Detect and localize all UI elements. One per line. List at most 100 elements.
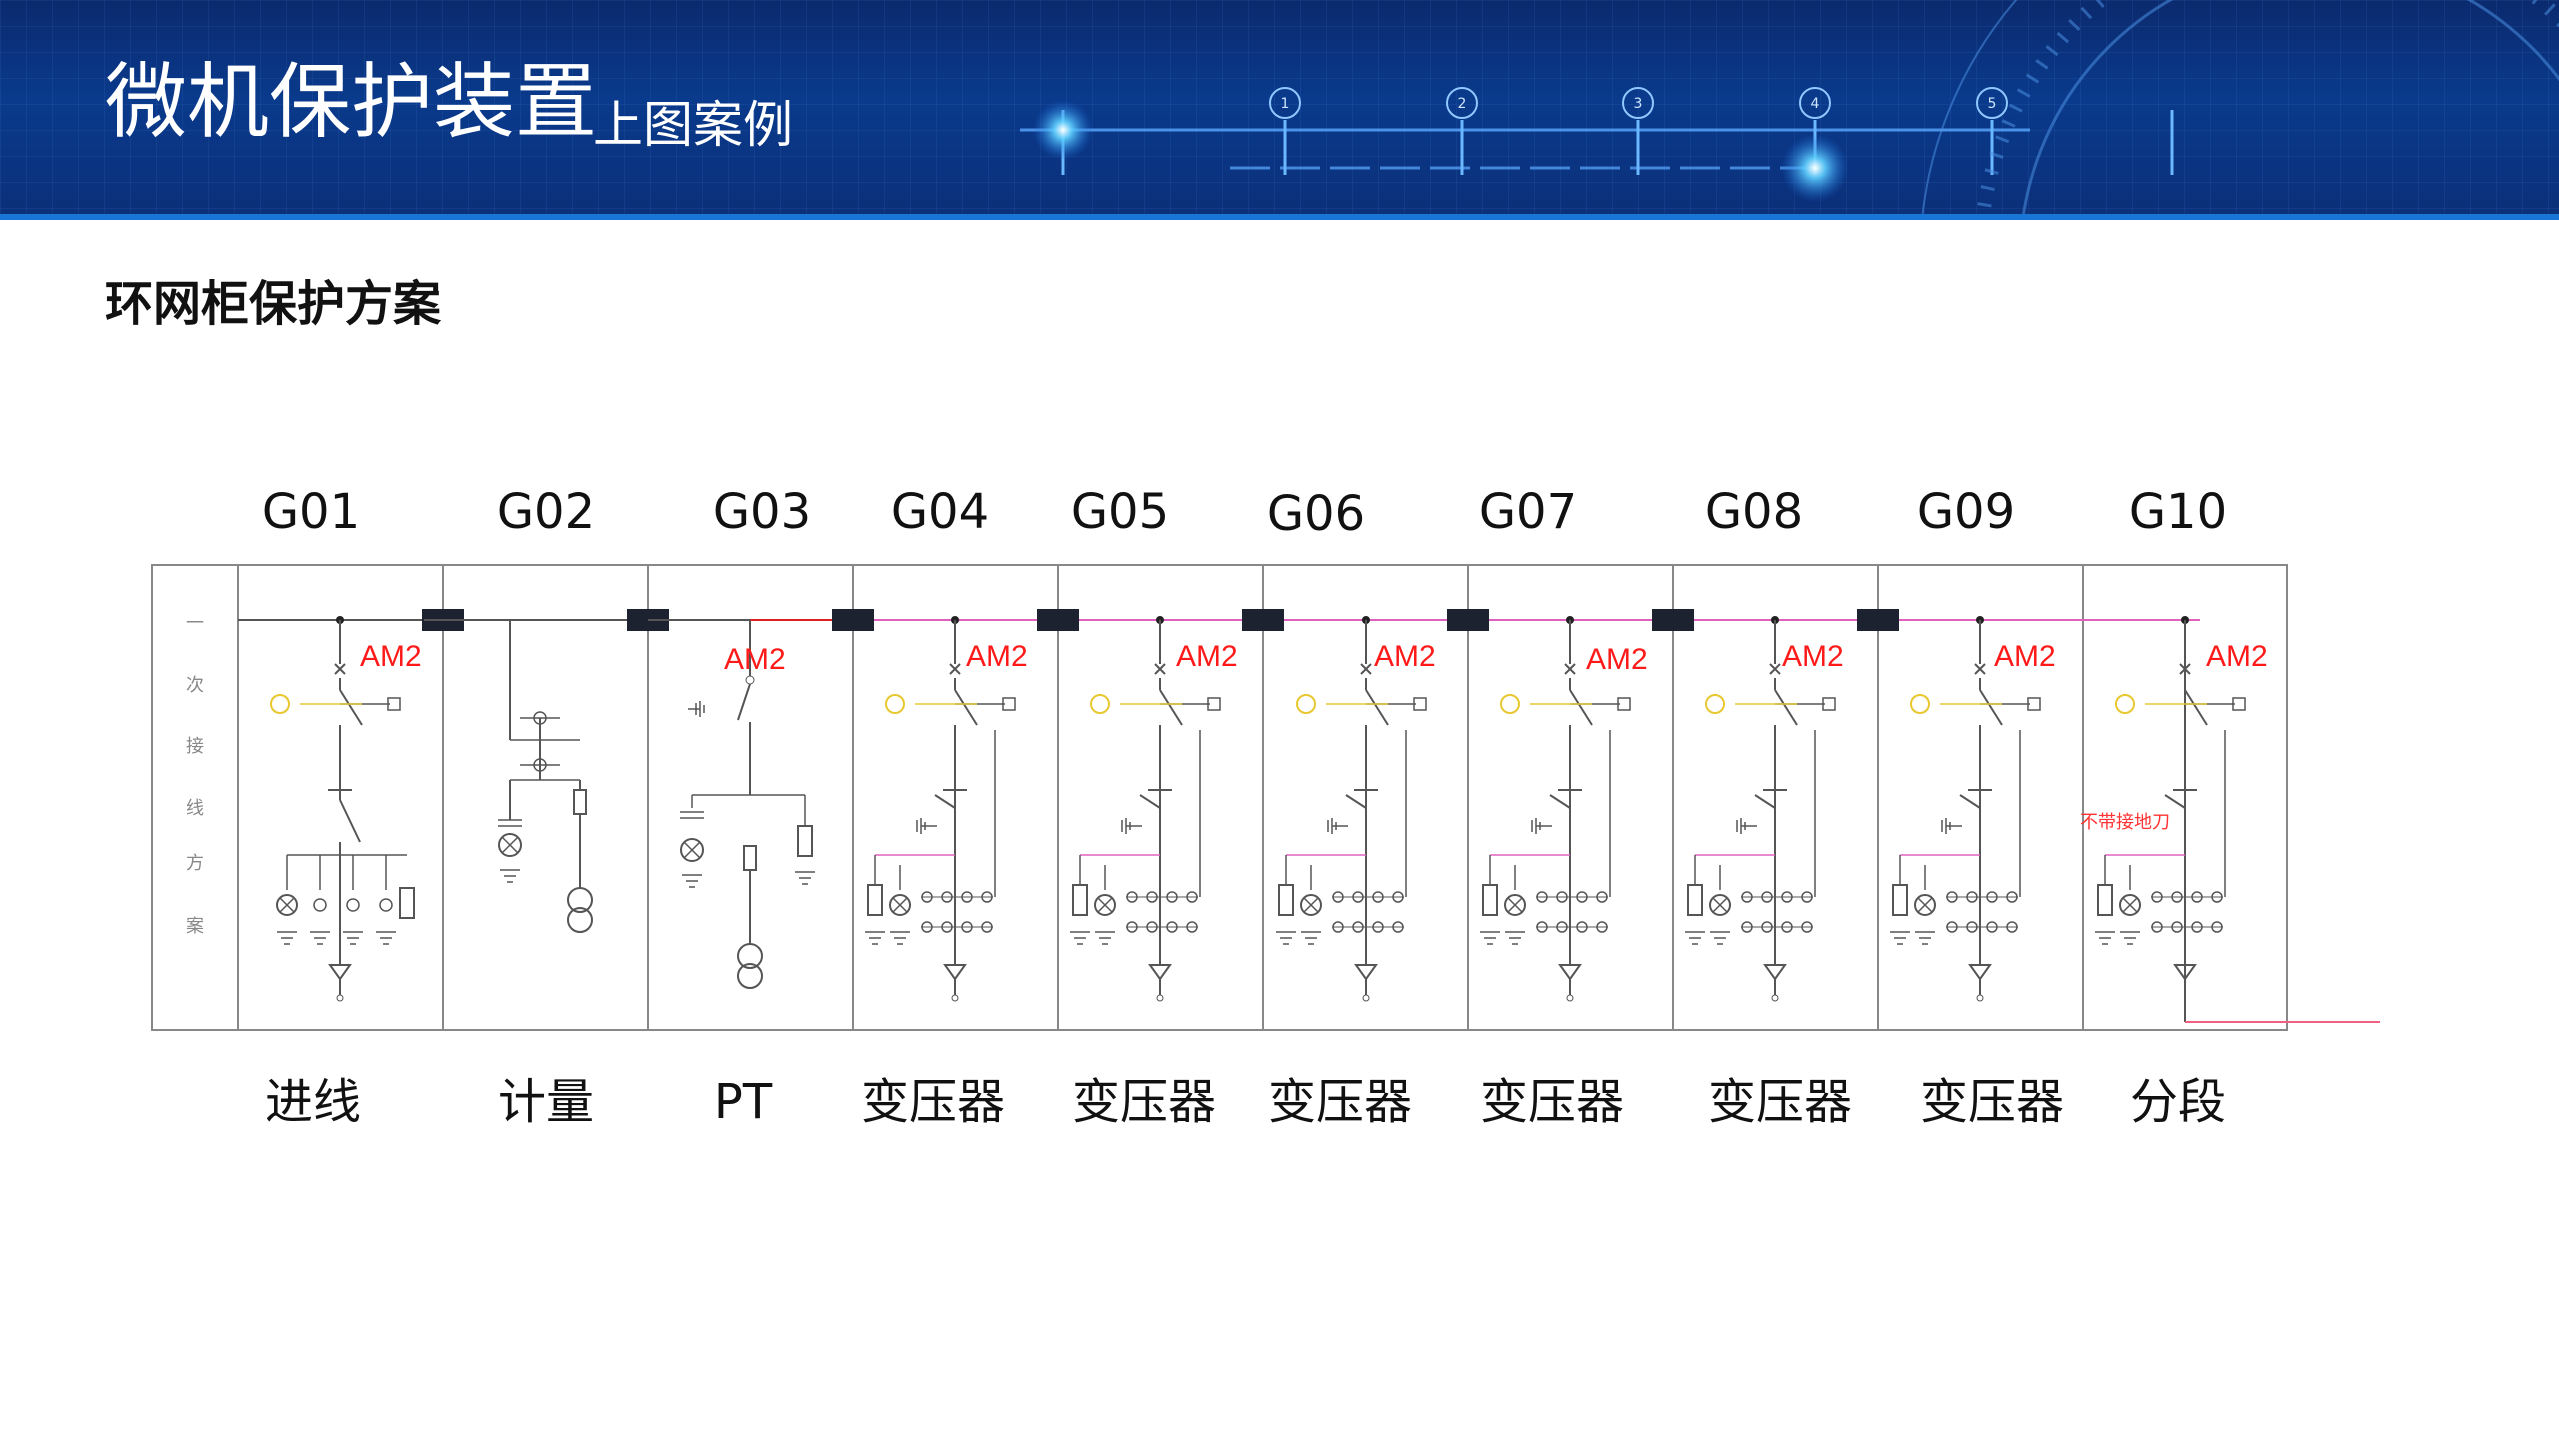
busbar <box>238 609 2380 1023</box>
lamp-icon <box>1300 894 1322 916</box>
lamp-icon <box>2119 894 2141 916</box>
cabinet-code: G03 <box>712 484 812 540</box>
lamp-icon <box>683 841 701 859</box>
cabinet-name: 变压器 <box>1479 1074 1625 1130</box>
fuse-icon <box>743 845 757 871</box>
disconnector-icon <box>1564 663 1576 675</box>
ground-icon <box>1915 931 1935 945</box>
feeder-schematic-3 <box>1070 616 1221 1002</box>
cable-end-icon <box>328 964 352 981</box>
earth-switch-icon <box>1531 818 1552 834</box>
fuse-switch-blade-icon <box>2164 794 2186 809</box>
fuse-switch-blade-icon <box>1754 794 1776 809</box>
page-title: 微机保护装置 <box>105 55 598 150</box>
glow-dot-icon <box>1781 134 1849 202</box>
cabinet-name: 计量 <box>497 1074 595 1130</box>
earth-switch-icon <box>1736 818 1757 834</box>
lamp-icon <box>1709 894 1731 916</box>
disconnector-icon <box>2179 663 2191 675</box>
lamp-icon <box>889 894 911 916</box>
dial-number: 4 <box>1811 96 1820 112</box>
cable-end-icon <box>1763 964 1787 981</box>
cabinet-code: G10 <box>2128 484 2228 540</box>
cable-terminal-icon <box>1976 994 1984 1002</box>
load-switch-blade-icon <box>339 689 363 726</box>
ground-icon <box>277 931 297 945</box>
voltage-transformer-icon <box>567 887 593 913</box>
ground-icon <box>890 931 910 945</box>
live-indicator-icon <box>2115 694 2135 714</box>
metering-schematic <box>424 619 593 933</box>
page-subtitle: 上图案例 <box>593 96 793 154</box>
ground-icon <box>310 931 330 945</box>
lamp-icon <box>501 836 519 854</box>
current-transformer-icon <box>346 898 360 912</box>
earth-switch-icon <box>1617 697 1631 711</box>
lamp-icon <box>1507 897 1523 913</box>
earth-switch-icon <box>387 697 401 711</box>
no-earthing-switch-note: 不带接地刀 <box>2080 812 2170 833</box>
feeder-schematic-1 <box>270 616 415 1002</box>
live-indicator-icon <box>1090 694 1110 714</box>
bushing-connector-icon <box>1857 609 1899 631</box>
feeder-schematic-4 <box>1276 616 1427 1002</box>
ground-icon <box>1890 931 1910 945</box>
side-label-char: 线 <box>186 798 204 819</box>
disconnector-icon <box>1360 663 1372 675</box>
cabinet-code: G02 <box>496 484 596 540</box>
lamp-icon <box>1094 894 1116 916</box>
load-switch-blade-icon <box>1774 689 1798 726</box>
cabinet-code: G08 <box>1704 484 1804 540</box>
lamp-icon <box>892 897 908 913</box>
switch-blade-icon <box>339 799 361 843</box>
disconnector-icon <box>1154 663 1166 675</box>
earth-switch-icon <box>1822 697 1836 711</box>
voltage-transformer-icon <box>737 943 763 969</box>
feeder-schematic-8 <box>2095 616 2246 981</box>
banner-decoration: 1 2 3 4 5 <box>1020 0 2559 220</box>
ground-icon <box>376 931 396 945</box>
ground-icon <box>500 869 520 883</box>
cabinet-code: G09 <box>1916 484 2016 540</box>
live-indicator-icon <box>1500 694 1520 714</box>
surge-arrester-icon <box>399 887 415 919</box>
switch-blade-icon <box>737 683 751 721</box>
earth-switch-icon <box>2027 697 2041 711</box>
fuse-switch-blade-icon <box>934 794 956 809</box>
ground-icon <box>1505 931 1525 945</box>
side-label-char: 案 <box>186 916 204 937</box>
lamp-icon <box>1917 897 1933 913</box>
lamp-icon <box>680 838 704 862</box>
earth-switch-icon <box>1413 697 1427 711</box>
section-title: 环网柜保护方案 <box>105 276 442 332</box>
earth-switch-icon <box>1327 818 1348 834</box>
lamp-icon <box>1914 894 1936 916</box>
live-indicator-icon <box>1705 694 1725 714</box>
lamp-icon <box>276 894 298 916</box>
cable-end-icon <box>1354 964 1378 981</box>
capacitor-icon <box>498 819 522 827</box>
ground-icon <box>1095 931 1115 945</box>
surge-arrester-icon <box>2097 884 2113 916</box>
side-label-char: 次 <box>186 675 204 696</box>
dial-number: 5 <box>1988 96 1997 112</box>
side-label-char: 一 <box>186 613 204 634</box>
cabinet-code: G01 <box>261 484 361 540</box>
bushing-connector-icon <box>1037 609 1079 631</box>
lamp-icon <box>279 897 295 913</box>
fuse-icon <box>573 789 587 815</box>
earth-switch-icon <box>1002 697 1016 711</box>
ground-icon <box>343 931 363 945</box>
cabinet-name: 变压器 <box>1707 1074 1853 1130</box>
lamp-icon <box>1504 894 1526 916</box>
surge-arrester-icon <box>1072 884 1088 916</box>
ground-icon <box>2120 931 2140 945</box>
cabinet-name: 分段 <box>2129 1074 2227 1130</box>
voltage-transformer-icon <box>737 963 763 989</box>
bushing-connector-icon <box>1242 609 1284 631</box>
cable-terminal-icon <box>951 994 959 1002</box>
lamp-icon <box>1712 897 1728 913</box>
current-transformer-icon <box>313 898 327 912</box>
disconnector-icon <box>949 663 961 675</box>
device-label: AM2 <box>2206 640 2268 673</box>
